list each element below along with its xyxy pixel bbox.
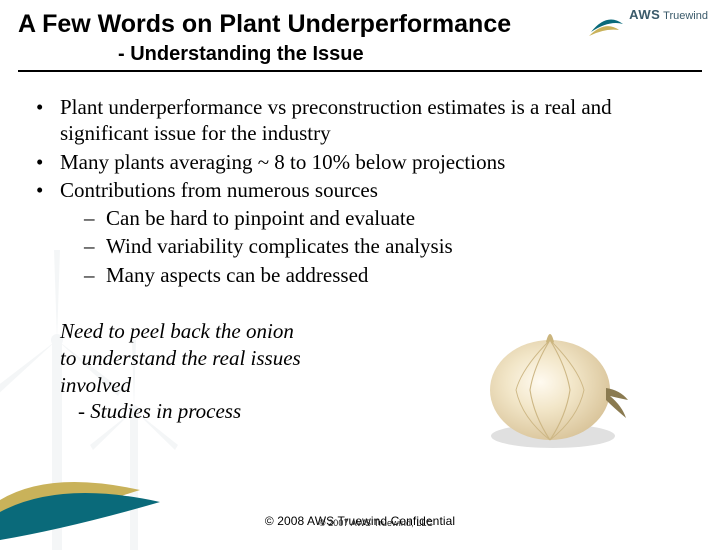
bullet-item: Contributions from numerous sources Can …	[36, 177, 684, 288]
logo-sub: Truewind	[663, 10, 708, 22]
onion-image	[468, 308, 638, 458]
logo-swoosh-icon	[589, 8, 625, 38]
sub-bullet-text: Can be hard to pinpoint and evaluate	[106, 206, 415, 230]
bullet-item: Many plants averaging ~ 8 to 10% below p…	[36, 149, 684, 175]
sub-bullet-text: Wind variability complicates the analysi…	[106, 234, 453, 258]
copyright: © 2008 AWS Truewind Confidential © 2007 …	[0, 514, 720, 528]
sub-bullet-list: Can be hard to pinpoint and evaluate Win…	[60, 205, 684, 288]
bullet-text: Plant underperformance vs preconstructio…	[60, 95, 612, 145]
title-underline	[18, 70, 702, 72]
bullet-item: Plant underperformance vs preconstructio…	[36, 94, 684, 147]
bullet-text: Many plants averaging ~ 8 to 10% below p…	[60, 150, 505, 174]
sub-bullet-item: Wind variability complicates the analysi…	[60, 233, 684, 259]
sub-bullet-text: Many aspects can be addressed	[106, 263, 368, 287]
brand-logo: AWS Truewind	[589, 8, 708, 38]
page-subtitle: - Understanding the Issue	[118, 43, 702, 66]
header: A Few Words on Plant Underperformance - …	[0, 0, 720, 72]
bullet-list: Plant underperformance vs preconstructio…	[36, 94, 684, 288]
sub-bullet-item: Many aspects can be addressed	[60, 262, 684, 288]
logo-text: AWS Truewind	[629, 8, 708, 22]
bullet-text: Contributions from numerous sources	[60, 178, 378, 202]
copyright-overlay: © 2007 AWS Truewind, LLC	[319, 518, 433, 528]
footer-swoosh	[0, 460, 720, 540]
sub-bullet-item: Can be hard to pinpoint and evaluate	[60, 205, 684, 231]
logo-brand: AWS	[629, 7, 660, 22]
